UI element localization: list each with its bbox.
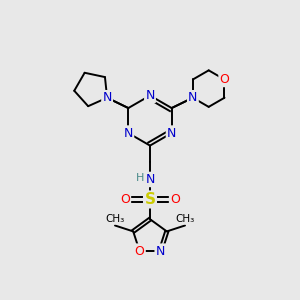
Text: O: O xyxy=(170,193,180,206)
Text: S: S xyxy=(145,192,155,207)
Text: O: O xyxy=(220,73,230,86)
Text: O: O xyxy=(120,193,130,206)
Text: N: N xyxy=(188,91,198,104)
Text: O: O xyxy=(135,245,145,258)
Text: N: N xyxy=(156,245,165,258)
Text: N: N xyxy=(145,173,155,186)
Text: N: N xyxy=(167,127,176,140)
Text: N: N xyxy=(124,127,133,140)
Text: N: N xyxy=(102,91,112,104)
Text: CH₃: CH₃ xyxy=(105,214,124,224)
Text: CH₃: CH₃ xyxy=(176,214,195,224)
Text: H: H xyxy=(136,173,144,183)
Text: N: N xyxy=(145,89,155,102)
